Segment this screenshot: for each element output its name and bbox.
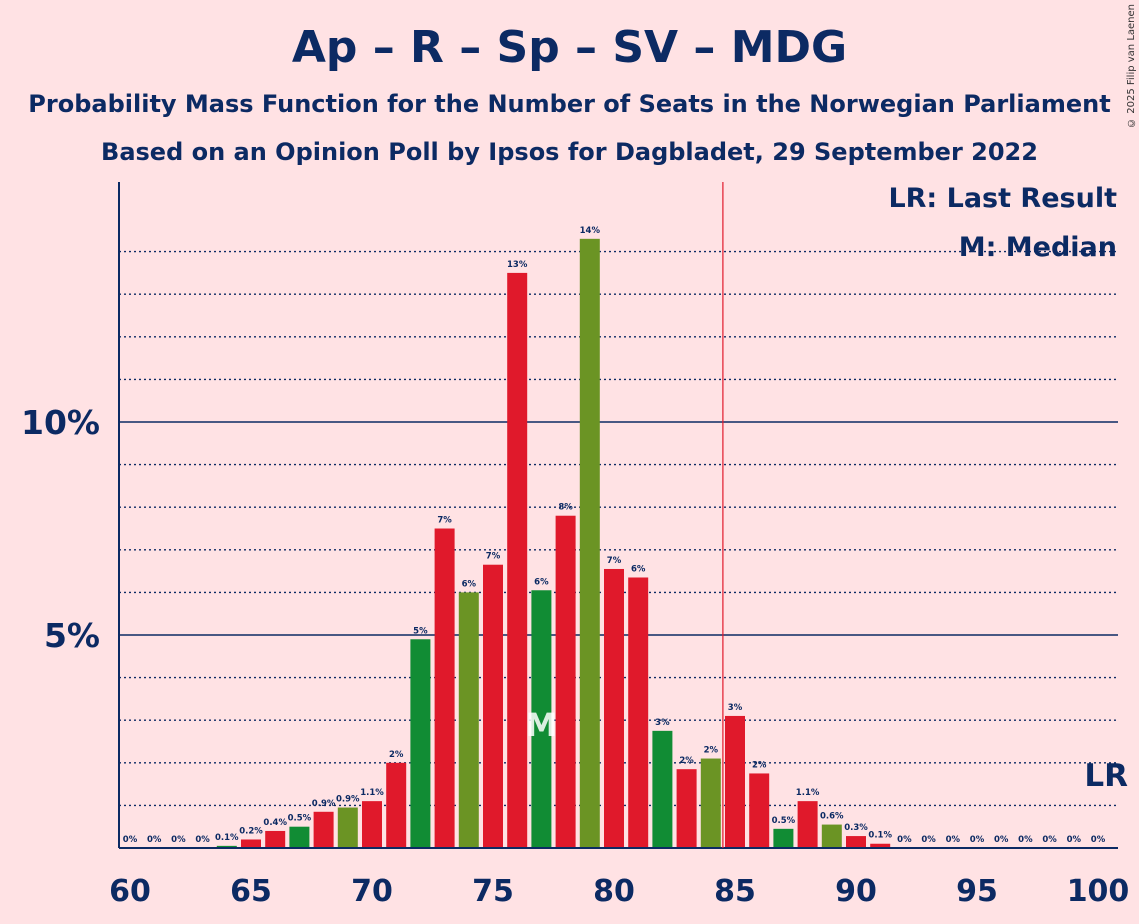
x-tick-label-70: 70 [351, 874, 393, 909]
bar-label-seat-88: 1.1% [796, 788, 820, 798]
bar-label-seat-90: 0.3% [844, 823, 868, 833]
bar-label-seat-63: 0% [195, 835, 210, 845]
bar-seat-71 [386, 762, 407, 848]
y-tick-label-5: 5% [44, 616, 100, 655]
chart-subtitle-source: Based on an Opinion Poll by Ipsos for Da… [101, 138, 1038, 166]
bars-group [216, 238, 891, 848]
bar-label-seat-91: 0.1% [868, 831, 892, 841]
bar-label-seat-92: 0% [897, 835, 912, 845]
bar-seat-73 [434, 528, 455, 848]
bar-label-seat-85: 3% [728, 703, 743, 713]
bar-seat-84 [700, 758, 721, 848]
bar-label-seat-80: 7% [607, 556, 622, 566]
bar-label-seat-64: 0.1% [215, 833, 239, 843]
bar-label-seat-81: 6% [631, 564, 646, 574]
x-tick-label-65: 65 [230, 874, 272, 909]
markers-group: LR M [525, 182, 1128, 848]
chart-subtitle-pmf: Probability Mass Function for the Number… [28, 90, 1111, 118]
bar-seat-69 [337, 807, 358, 848]
bar-label-seat-93: 0% [921, 835, 936, 845]
bar-label-seat-94: 0% [946, 835, 961, 845]
bar-label-seat-65: 0.2% [239, 826, 263, 836]
bar-label-seat-74: 6% [462, 579, 477, 589]
bar-seat-82 [652, 730, 673, 848]
bar-label-seat-79: 14% [580, 226, 601, 236]
legend-median: M: Median [958, 232, 1117, 263]
bar-seat-70 [362, 801, 382, 848]
bar-seat-74 [458, 592, 479, 848]
bar-seat-65 [241, 839, 261, 848]
bar-label-seat-77: 6% [534, 577, 549, 587]
chart-title: Ap – R – Sp – SV – MDG [291, 22, 848, 73]
bar-seat-86 [749, 773, 770, 848]
x-tick-label-85: 85 [714, 874, 756, 909]
bar-label-seat-60: 0% [123, 835, 138, 845]
bar-label-seat-97: 0% [1018, 835, 1033, 845]
bar-label-seat-78: 8% [558, 503, 573, 513]
bar-seat-85 [725, 715, 745, 848]
bar-seat-81 [628, 577, 649, 848]
x-tick-label-75: 75 [472, 874, 514, 909]
bar-seat-91 [870, 843, 891, 848]
grid-lines [119, 250, 1118, 807]
bar-label-seat-84: 2% [704, 746, 719, 756]
bar-seat-90 [846, 836, 866, 848]
axes-group: 60 65 70 75 80 85 90 95 100 5% 10% [21, 182, 1129, 909]
bar-label-seat-61: 0% [147, 835, 162, 845]
bar-label-seat-62: 0% [171, 835, 186, 845]
bar-label-seat-98: 0% [1042, 835, 1057, 845]
bar-label-seat-69: 0.9% [336, 795, 360, 805]
bar-label-seat-89: 0.6% [820, 812, 844, 822]
bar-seat-66 [265, 830, 286, 848]
bar-label-seat-100: 0% [1091, 835, 1106, 845]
bar-seat-80 [604, 568, 624, 848]
bar-seat-75 [483, 564, 503, 848]
bar-label-seat-66: 0.4% [263, 818, 287, 828]
bar-seat-78 [555, 515, 576, 848]
bar-label-seat-95: 0% [970, 835, 985, 845]
x-tick-label-80: 80 [593, 874, 635, 909]
legend-last-result: LR: Last Result [888, 183, 1117, 214]
x-tick-label-100: 100 [1067, 874, 1130, 909]
bar-label-seat-76: 13% [507, 260, 528, 270]
bar-label-seat-96: 0% [994, 835, 1009, 845]
bar-label-seat-68: 0.9% [312, 799, 336, 809]
x-tick-label-90: 90 [835, 874, 877, 909]
bar-seat-64 [216, 845, 237, 848]
bar-label-seat-71: 2% [389, 750, 404, 760]
bar-label-seat-99: 0% [1067, 835, 1082, 845]
bar-seat-67 [289, 826, 310, 848]
x-tick-label-60: 60 [109, 874, 151, 909]
bar-seat-72 [410, 639, 431, 848]
bar-label-seat-75: 7% [486, 552, 501, 562]
last-result-marker: LR [1084, 758, 1128, 794]
bar-label-seat-72: 5% [413, 626, 428, 636]
bar-seat-77 [531, 590, 552, 848]
bar-seat-89 [821, 824, 842, 848]
bar-seat-88 [797, 801, 818, 848]
y-tick-label-10: 10% [21, 403, 100, 442]
bar-seat-68 [313, 811, 334, 848]
bar-label-seat-73: 7% [437, 516, 452, 526]
bar-label-seat-87: 0.5% [772, 816, 796, 826]
bar-seat-87 [773, 828, 794, 848]
bar-labels-group: 0% 0% 0% 0% 0.1%0.2%0.4% 0.5%0.9% 0.9%1.1%2%5%… [123, 226, 1106, 845]
bar-label-seat-82: 3% [655, 718, 670, 728]
x-tick-label-95: 95 [956, 874, 998, 909]
median-marker: M [525, 706, 557, 744]
bar-label-seat-67: 0.5% [288, 814, 312, 824]
bar-seat-76 [507, 272, 528, 848]
bar-label-seat-83: 2% [679, 756, 694, 766]
bar-label-seat-86: 2% [752, 760, 767, 770]
bar-label-seat-70: 1.1% [360, 788, 384, 798]
bar-seat-83 [676, 769, 697, 848]
bar-seat-79 [579, 238, 600, 848]
